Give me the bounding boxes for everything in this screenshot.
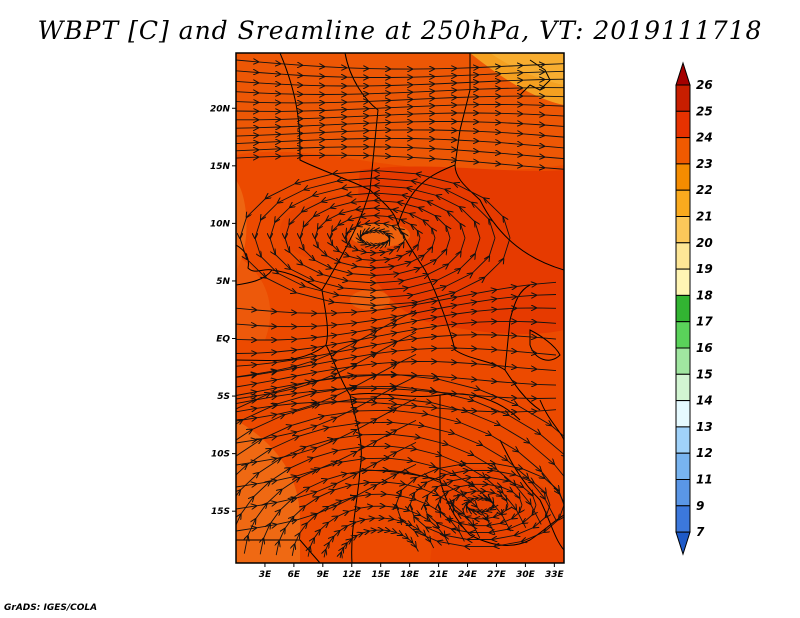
colorbar-label: 18 bbox=[696, 288, 713, 302]
lat-label: 5S bbox=[217, 392, 230, 402]
colorbar-segment bbox=[675, 294, 691, 323]
lon-label: 12E bbox=[342, 570, 362, 580]
lon-label: 27E bbox=[487, 570, 507, 580]
colorbar-segment bbox=[675, 137, 691, 165]
colorbar-segment bbox=[675, 268, 691, 296]
streamline bbox=[236, 138, 564, 148]
colorbar-segment bbox=[675, 242, 691, 270]
lon-label: 21E bbox=[429, 570, 449, 580]
streamline bbox=[236, 130, 564, 137]
colorbar-label: 9 bbox=[696, 499, 704, 513]
colorbar-segment bbox=[675, 426, 691, 454]
colorbar-segment bbox=[675, 400, 691, 428]
colorbar-segment bbox=[675, 321, 691, 349]
colorbar-label: 7 bbox=[696, 525, 705, 539]
streamline bbox=[236, 122, 564, 129]
colorbar-segment bbox=[675, 216, 691, 244]
colorbar-segment bbox=[675, 373, 691, 402]
colorbar: 26 25 24 23 22 21 20 19 18 17 16 15 14 13 12 11 9 7 bbox=[675, 61, 713, 556]
colorbar-label: 14 bbox=[696, 394, 713, 408]
colorbar-label: 25 bbox=[696, 104, 713, 118]
colorbar-segment bbox=[675, 347, 691, 375]
lat-label: 10N bbox=[210, 219, 231, 229]
lon-label: 9E bbox=[317, 570, 330, 580]
lat-label: EQ bbox=[216, 335, 230, 345]
lon-label: 33E bbox=[545, 570, 565, 580]
colorbar-segment bbox=[675, 110, 691, 139]
grads-credit: GrADS: IGES/COLA bbox=[4, 603, 98, 613]
lon-label: 30E bbox=[516, 570, 536, 580]
lon-label: 6E bbox=[288, 570, 301, 580]
colorbar-label: 22 bbox=[696, 183, 713, 197]
lat-label: 15N bbox=[210, 162, 231, 172]
colorbar-label: 11 bbox=[696, 473, 713, 487]
colorbar-label: 23 bbox=[696, 157, 713, 171]
colorbar-bottom-arrow bbox=[675, 531, 691, 556]
colorbar-segment bbox=[675, 452, 691, 481]
colorbar-label: 20 bbox=[696, 236, 713, 250]
colorbar-label: 19 bbox=[696, 262, 713, 276]
colorbar-top-arrow bbox=[675, 61, 691, 86]
colorbar-label: 13 bbox=[696, 420, 713, 434]
map-frame bbox=[235, 52, 565, 564]
colorbar-label: 15 bbox=[696, 367, 713, 381]
streamline bbox=[236, 155, 564, 169]
colorbar-label: 16 bbox=[696, 341, 713, 355]
lon-label: 3E bbox=[259, 570, 272, 580]
lat-label: 15S bbox=[211, 507, 230, 517]
colorbar-segment bbox=[675, 84, 691, 112]
colorbar-segment bbox=[675, 189, 691, 217]
colorbar-segment bbox=[675, 505, 691, 533]
lat-label: 20N bbox=[210, 104, 231, 114]
colorbar-label: 26 bbox=[696, 78, 713, 92]
colorbar-label: 17 bbox=[696, 315, 713, 329]
longitude-axis: 3E 6E 9E 12E 15E 18E 21E 24E 27E 30E 33E bbox=[259, 563, 565, 580]
streamline bbox=[236, 463, 417, 531]
colorbar-segment bbox=[675, 479, 691, 507]
lon-label: 18E bbox=[400, 570, 420, 580]
latitude-axis: 20N 15N 10N 5N EQ 5S 10S 15S bbox=[210, 104, 236, 517]
streamlines bbox=[236, 60, 564, 558]
colorbar-segment bbox=[675, 163, 691, 191]
lat-label: 10S bbox=[211, 450, 230, 460]
lat-label: 5N bbox=[216, 277, 230, 287]
colorbar-label: 12 bbox=[696, 446, 713, 460]
chart-title: WBPT [C] and Sreamline at 250hPa, VT: 20… bbox=[37, 16, 763, 45]
lon-label: 15E bbox=[371, 570, 391, 580]
lon-label: 24E bbox=[458, 570, 478, 580]
colorbar-label: 21 bbox=[696, 210, 713, 224]
colorbar-label: 24 bbox=[696, 131, 713, 145]
